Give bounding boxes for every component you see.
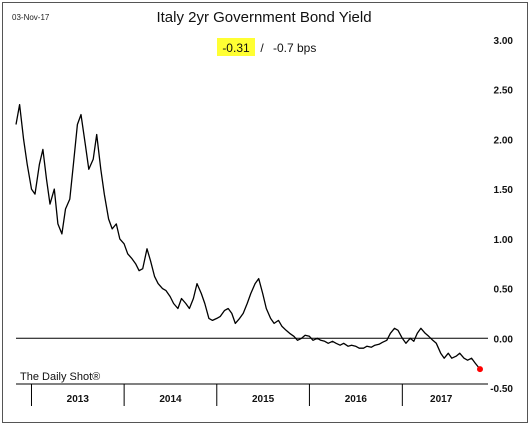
x-tick-label: 2016 [345,394,368,405]
y-tick-label: 3.00 [494,36,514,47]
y-tick-label: -0.50 [490,384,513,395]
chart-title: Italy 2yr Government Bond Yield [156,9,371,26]
y-tick-label: 1.00 [494,235,514,246]
series-line-italy-2yr [15,103,481,370]
y-tick-label: 0.00 [494,334,514,345]
x-tick-label: 2017 [430,394,453,405]
value-separator: / [260,41,264,55]
x-tick-label: 2013 [67,394,90,405]
x-tick-label: 2015 [252,394,275,405]
last-value-highlight [217,38,255,56]
last-value: -0.31 [222,41,250,55]
x-axis: 2013 2014 2015 2016 2017 [16,383,488,406]
y-tick-label: 2.50 [494,86,514,97]
y-axis: 3.00 2.50 2.00 1.50 1.00 0.50 0.00 -0.50 [490,36,513,395]
brand-label: The Daily Shot® [20,371,100,383]
y-tick-label: 0.50 [494,285,514,296]
change-value: -0.7 bps [273,41,316,55]
y-tick-label: 1.50 [494,185,514,196]
chart-date: 03-Nov-17 [12,13,50,22]
y-tick-label: 2.00 [494,135,514,146]
last-point-marker [477,366,483,373]
x-tick-label: 2014 [159,394,182,405]
